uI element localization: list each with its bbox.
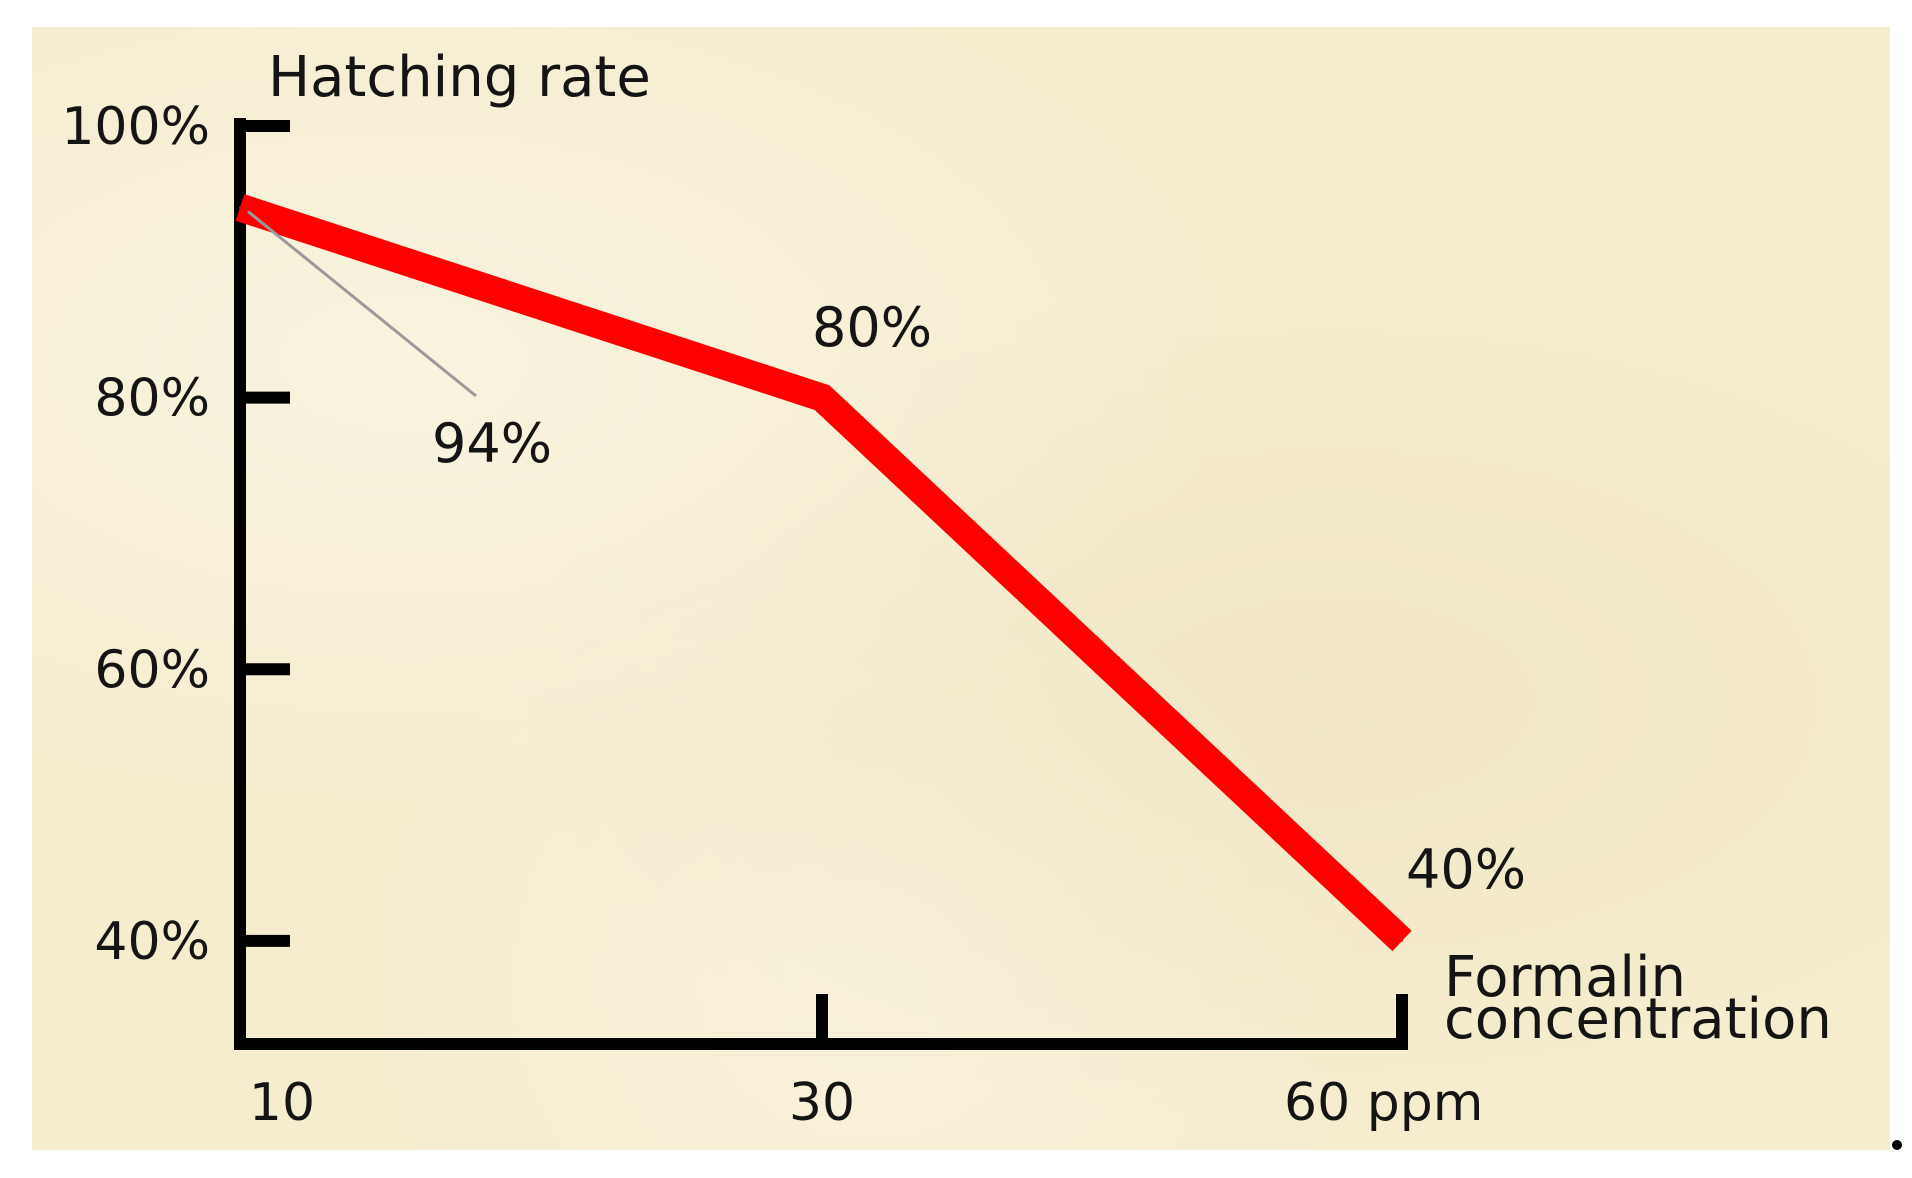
data-label: 40% (1406, 838, 1526, 901)
end-dot (1892, 1140, 1902, 1150)
x-axis-title-line-1: Formalin (1444, 945, 1686, 1010)
x-tick-label: 60 ppm (1284, 1073, 1483, 1133)
x-axis-title-line-2: concentration (1444, 987, 1832, 1052)
data-point (239, 206, 241, 209)
y-tick-label: 100% (61, 97, 210, 157)
y-axis-title: Hatching rate (268, 45, 651, 110)
y-tick-label: 40% (94, 912, 210, 972)
data-point (821, 396, 823, 399)
leader-line (247, 210, 477, 398)
x-tick-label: 30 (789, 1073, 855, 1133)
data-label: 80% (812, 296, 932, 359)
data-label: 94% (432, 412, 552, 475)
y-tick-label: 80% (94, 369, 210, 429)
data-point (1401, 939, 1403, 942)
y-tick-label: 60% (94, 640, 210, 700)
chart-panel (32, 27, 1890, 1150)
x-tick-label: 10 (249, 1073, 315, 1133)
